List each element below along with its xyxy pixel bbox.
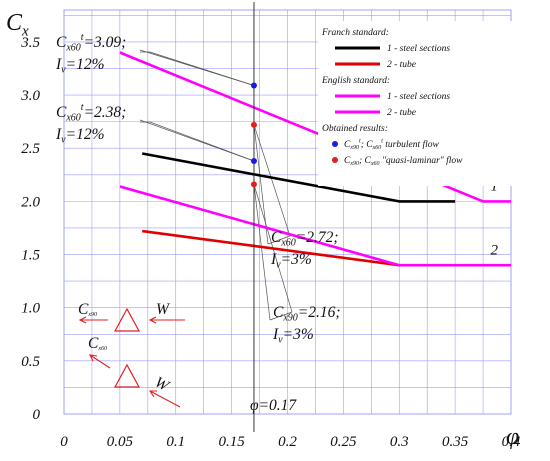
data-point xyxy=(250,121,257,128)
tick-labels: 0 0.05 0.1 0.15 0.2 0.25 0.3 0.35 0.4 0 0.5 1.0 1.5 2… xyxy=(6,10,521,450)
legend-dot xyxy=(332,157,338,163)
cx60-arrow xyxy=(89,354,111,369)
x-tick-label: 0.25 xyxy=(330,434,357,450)
annotation-value: Cx60=2.72; xyxy=(271,229,339,248)
wind-arrowhead-upper xyxy=(148,316,157,324)
y-axis-symbol: Cx xyxy=(6,10,29,39)
x-tick-label: 0.35 xyxy=(442,434,469,450)
y-tick-label: 2.0 xyxy=(21,194,40,210)
legend-group-title: Franch standard: xyxy=(321,28,389,38)
leader-line xyxy=(253,124,291,245)
series-line xyxy=(119,51,511,203)
x-tick-label: 0.3 xyxy=(390,434,409,450)
y-tick-label: 1.0 xyxy=(21,301,40,317)
series-lines: 12 xyxy=(119,51,511,267)
legend-entry: 1 - steel sections xyxy=(387,92,450,102)
wind-arrowhead-lower xyxy=(148,390,157,398)
annotation-intensity: Iv=3% xyxy=(272,326,314,345)
wind-label-upper: W xyxy=(156,301,171,318)
cx60-arrowhead xyxy=(89,354,98,362)
annotation-intensity: Iv=12% xyxy=(55,126,105,145)
wind-arrow-lower xyxy=(149,390,181,408)
x-axis-symbol: φ xyxy=(506,424,519,450)
legend-entry: 2 - tube xyxy=(387,108,416,118)
y-tick-label: 2.5 xyxy=(21,141,40,157)
triangle-inset: Cx90 W Cx60 W xyxy=(78,301,185,408)
x-tick-label: 0.05 xyxy=(107,434,134,450)
legend-group-title: Obtained results: xyxy=(322,124,388,134)
cx90-label: Cx90 xyxy=(78,301,97,318)
legend-dot-entry: Cx90; Cx60 "quasi-laminar" flow xyxy=(344,155,463,167)
annotation-value: Cx90=2.16; xyxy=(273,304,341,323)
series-line xyxy=(142,229,400,267)
leader-line xyxy=(253,184,271,321)
triangle-upper xyxy=(113,307,141,332)
cx60-label: Cx60 xyxy=(88,335,107,352)
legend-dot xyxy=(332,141,338,147)
x-tick-label: 0.4 xyxy=(502,434,521,450)
legend-group-title: English standard: xyxy=(321,76,390,86)
annotation-value: Cx60t=3.09; xyxy=(56,32,126,53)
y-tick-label: 0.5 xyxy=(21,354,40,370)
legend-dot-entry: Cx90t; Cx60t turbulent flow xyxy=(344,139,440,151)
y-tick-label: 3.5 xyxy=(20,35,40,51)
y-tick-label: 1.5 xyxy=(21,248,40,264)
phi-reference-line: φ=0.17 xyxy=(250,2,297,432)
legend-entry: 1 - steel sections xyxy=(387,44,450,54)
cx90-arrowhead xyxy=(78,316,87,324)
x-tick-label: 0.15 xyxy=(219,434,246,450)
annotation-intensity: Iv=12% xyxy=(55,56,105,75)
result-points xyxy=(250,82,257,188)
series-line xyxy=(119,185,511,267)
legend: Franch standard: 1 - steel sections 2 - tu… xyxy=(318,21,546,186)
annotations: Cx60t=3.09; Iv=12% Cx60t=2.38; Iv=12% Cx60=2… xyxy=(55,32,341,345)
data-point xyxy=(250,82,257,89)
leader-line xyxy=(140,51,255,86)
phi-label: φ=0.17 xyxy=(250,397,297,414)
series-line xyxy=(141,152,456,203)
curve-label: 1 xyxy=(490,179,498,195)
x-tick-label: 0.2 xyxy=(278,434,297,450)
x-tick-label: 0 xyxy=(60,434,68,450)
annotation-value: Cx60t=2.38; xyxy=(56,102,126,123)
annotation-intensity: Iv=3% xyxy=(270,251,312,270)
data-point xyxy=(250,157,257,164)
legend-entry: 2 - tube xyxy=(387,60,416,70)
x-tick-label: 0.1 xyxy=(166,434,185,450)
data-point xyxy=(250,181,257,188)
wind-label-lower: W xyxy=(152,374,173,396)
leader-line xyxy=(140,121,255,162)
triangle-lower xyxy=(113,363,141,388)
y-tick-label: 0 xyxy=(33,407,41,423)
curve-label: 2 xyxy=(490,243,498,259)
y-tick-label: 3.0 xyxy=(20,88,40,104)
